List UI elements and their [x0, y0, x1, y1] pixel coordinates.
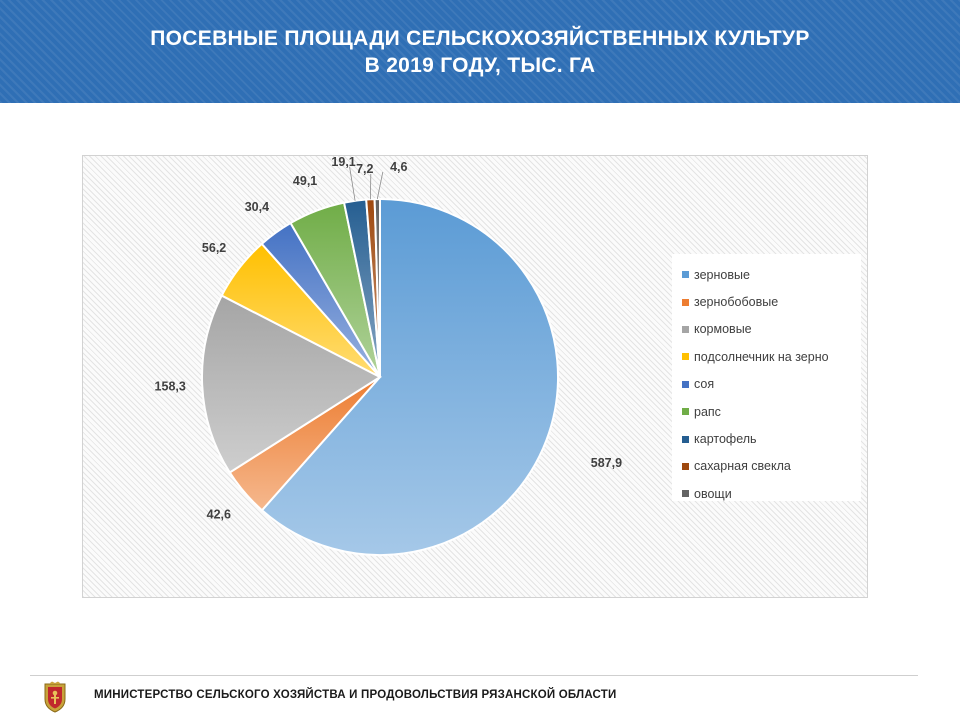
data-label-7: 19,1	[331, 156, 355, 169]
legend-swatch	[682, 408, 689, 416]
page-title-line-1: ПОСЕВНЫЕ ПЛОЩАДИ СЕЛЬСКОХОЗЯЙСТВЕННЫХ КУ…	[150, 26, 810, 50]
legend-swatch	[682, 271, 689, 279]
chart-area: 587,9 42,6 158,3 56,2 30,4 49,1 19,1 7,2 4,6 зер…	[82, 155, 868, 598]
legend-item: зернобобовые	[672, 288, 861, 315]
legend-item: соя	[672, 371, 861, 398]
chart-legend: зерновые зернобобовые кормовые подсолнечник…	[672, 254, 861, 501]
data-label-6: 49,1	[293, 174, 317, 188]
data-label-3: 158,3	[155, 380, 186, 394]
legend-item: рапс	[672, 398, 861, 425]
legend-item: сахарная свекла	[672, 453, 861, 480]
leader-line-9	[376, 171, 384, 200]
legend-label: рапс	[694, 404, 721, 419]
legend-swatch	[682, 353, 689, 361]
pie-chart: 587,9 42,6 158,3 56,2 30,4 49,1 19,1 7,2 4,6	[155, 156, 622, 556]
data-label-5: 30,4	[245, 200, 269, 214]
ryazan-coat-of-arms-icon	[44, 681, 66, 713]
data-label-8: 7,2	[356, 162, 373, 176]
pie-slice-9	[373, 197, 381, 378]
page-title-line-2: В 2019 ГОДУ, ТЫС. ГА	[364, 53, 596, 77]
legend-label: сахарная свекла	[694, 459, 791, 474]
legend-label: кормовые	[694, 322, 752, 337]
legend-item: кормовые	[672, 316, 861, 343]
legend-label: зернобобовые	[694, 295, 779, 310]
pie-slice-3	[201, 294, 383, 474]
footer-divider	[30, 675, 918, 676]
legend-swatch	[682, 490, 689, 498]
pie-slice-1	[260, 197, 559, 556]
legend-label: подсолнечник на зерно	[694, 349, 829, 364]
legend-swatch	[682, 380, 689, 388]
legend-label: картофель	[694, 432, 757, 447]
legend-item: зерновые	[672, 261, 861, 288]
data-label-1: 587,9	[591, 456, 622, 470]
data-label-9: 4,6	[390, 160, 407, 174]
data-label-4: 56,2	[202, 241, 226, 255]
legend-swatch	[682, 462, 689, 470]
legend-swatch	[682, 435, 689, 443]
legend-item: овощи	[672, 480, 861, 507]
legend-label: овощи	[694, 486, 732, 501]
legend-swatch	[682, 298, 689, 306]
header-banner: ПОСЕВНЫЕ ПЛОЩАДИ СЕЛЬСКОХОЗЯЙСТВЕННЫХ КУ…	[0, 0, 960, 103]
data-label-2: 42,6	[207, 507, 231, 521]
legend-item: подсолнечник на зерно	[672, 343, 861, 370]
legend-label: зерновые	[694, 267, 750, 282]
legend-item: картофель	[672, 425, 861, 452]
leader-line-7	[349, 166, 356, 201]
ministry-name: МИНИСТЕРСТВО СЕЛЬСКОГО ХОЗЯЙСТВА И ПРОДО…	[94, 689, 617, 701]
legend-swatch	[682, 325, 689, 333]
legend-label: соя	[694, 377, 715, 392]
